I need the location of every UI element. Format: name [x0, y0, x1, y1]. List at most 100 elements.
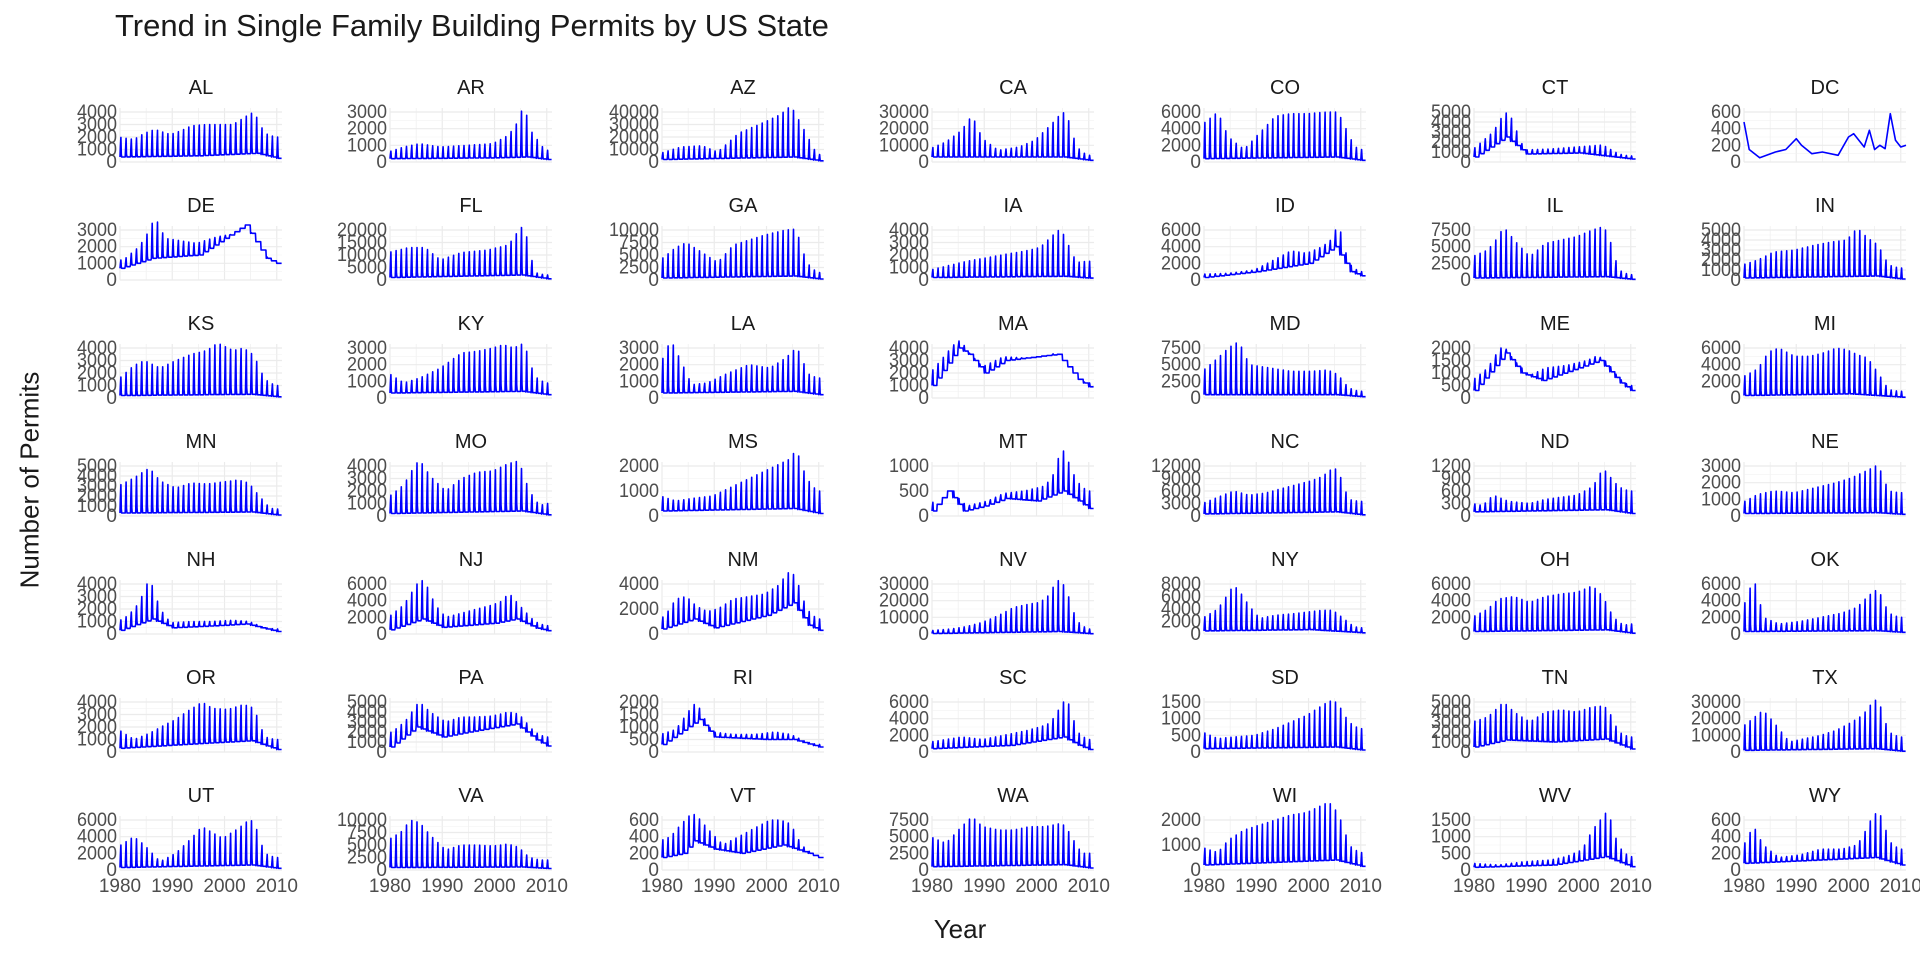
y-tick-label: 0: [918, 506, 929, 527]
y-tick-label: 3000: [619, 338, 659, 359]
y-tick-label: 2000: [347, 119, 387, 140]
y-tick-label: 0: [1190, 152, 1201, 173]
x-tick-label: 1980: [1453, 876, 1495, 897]
y-tick-label: 5000: [1431, 692, 1471, 713]
facet-label: IL: [1547, 195, 1564, 217]
y-tick-label: 1500: [1431, 351, 1471, 372]
y-tick-label: 400: [1711, 827, 1741, 848]
facet-label: VA: [458, 785, 484, 807]
series-line: [1203, 111, 1366, 162]
y-tick-label: 4000: [1161, 119, 1201, 140]
y-tick-label: 4000: [1701, 591, 1741, 612]
y-tick-label: 4000: [1431, 591, 1471, 612]
y-tick-label: 0: [1190, 742, 1201, 763]
y-tick-label: 2000: [619, 692, 659, 713]
x-tick-label: 2010: [1068, 876, 1110, 897]
y-tick-label: 0: [918, 152, 929, 173]
facet-label: MN: [185, 431, 216, 453]
y-tick-label: 3000: [77, 115, 117, 136]
series-line: [1473, 470, 1636, 515]
series-line: [119, 221, 282, 270]
series-line: [389, 110, 552, 161]
y-tick-label: 0: [1460, 506, 1471, 527]
y-tick-label: 4000: [889, 338, 929, 359]
series-line: [1203, 700, 1366, 751]
series-line: [1743, 813, 1906, 866]
y-tick-label: 0: [648, 270, 659, 291]
y-tick-label: 900: [1441, 469, 1471, 490]
x-tick-label: 2010: [798, 876, 840, 897]
series-line: [931, 450, 1094, 512]
y-tick-label: 15000: [337, 233, 387, 254]
y-tick-label: 0: [106, 742, 117, 763]
y-tick-label: 3000: [889, 351, 929, 372]
facet-label: MS: [728, 431, 758, 453]
y-tick-label: 4000: [1161, 237, 1201, 258]
y-tick-label: 2000: [1431, 722, 1471, 743]
x-tick-label: 2010: [1610, 876, 1652, 897]
y-tick-label: 0: [1190, 624, 1201, 645]
series-line: [119, 112, 282, 160]
series-line: [1203, 587, 1366, 634]
y-tick-label: 6000: [1431, 574, 1471, 595]
y-tick-label: 0: [918, 860, 929, 881]
x-tick-label: 2000: [1287, 876, 1329, 897]
y-tick-label: 4000: [619, 574, 659, 595]
series-line: [389, 343, 552, 396]
facet-label: DE: [187, 195, 215, 217]
x-tick-label: 2000: [1827, 876, 1869, 897]
y-tick-label: 2000: [1161, 612, 1201, 633]
series-line: [389, 703, 552, 748]
y-tick-label: 0: [106, 388, 117, 409]
series-line: [661, 452, 824, 515]
y-tick-label: 0: [648, 152, 659, 173]
y-tick-label: 2000: [347, 607, 387, 628]
y-tick-label: 4000: [77, 102, 117, 123]
y-tick-label: 0: [1190, 270, 1201, 291]
y-tick-label: 2500: [1161, 371, 1201, 392]
facet-label: IA: [1004, 195, 1024, 217]
facet-label: CT: [1542, 77, 1569, 99]
y-tick-label: 2000: [1161, 135, 1201, 156]
series-line: [931, 701, 1094, 751]
series-line: [661, 228, 824, 280]
y-tick-label: 1000: [1431, 827, 1471, 848]
y-tick-label: 600: [629, 810, 659, 831]
y-tick-label: 6000: [347, 574, 387, 595]
y-tick-label: 30000: [879, 574, 929, 595]
y-tick-label: 2000: [619, 599, 659, 620]
y-tick-label: 6000: [889, 692, 929, 713]
y-tick-label: 5000: [347, 258, 387, 279]
y-tick-label: 2000: [77, 127, 117, 148]
y-tick-label: 0: [376, 152, 387, 173]
y-tick-label: 0: [1730, 388, 1741, 409]
facet-label: MT: [999, 431, 1028, 453]
y-tick-label: 0: [1460, 388, 1471, 409]
series-line: [661, 703, 824, 748]
y-tick-label: 10000: [879, 135, 929, 156]
y-tick-label: 0: [106, 506, 117, 527]
y-tick-label: 600: [1441, 481, 1471, 502]
y-tick-label: 4000: [77, 574, 117, 595]
y-tick-label: 1000: [619, 717, 659, 738]
series-line: [1743, 347, 1906, 398]
facet-label: WA: [997, 785, 1029, 807]
y-tick-label: 5000: [347, 692, 387, 713]
y-tick-label: 0: [106, 270, 117, 291]
y-tick-label: 0: [918, 270, 929, 291]
facet-label: MI: [1814, 313, 1836, 335]
y-tick-label: 2000: [889, 725, 929, 746]
y-tick-label: 6000: [1161, 102, 1201, 123]
facet-label: KY: [458, 313, 485, 335]
x-tick-label: 2010: [1880, 876, 1920, 897]
y-tick-label: 1000: [889, 376, 929, 397]
y-tick-label: 0: [918, 624, 929, 645]
y-tick-label: 2000: [1161, 810, 1201, 831]
y-tick-label: 500: [1441, 376, 1471, 397]
y-tick-label: 3000: [1701, 456, 1741, 477]
y-tick-label: 1000: [77, 612, 117, 633]
facet-label: NH: [187, 549, 216, 571]
y-tick-label: 4000: [1701, 230, 1741, 251]
y-tick-label: 1500: [1161, 692, 1201, 713]
y-tick-label: 1500: [1431, 810, 1471, 831]
